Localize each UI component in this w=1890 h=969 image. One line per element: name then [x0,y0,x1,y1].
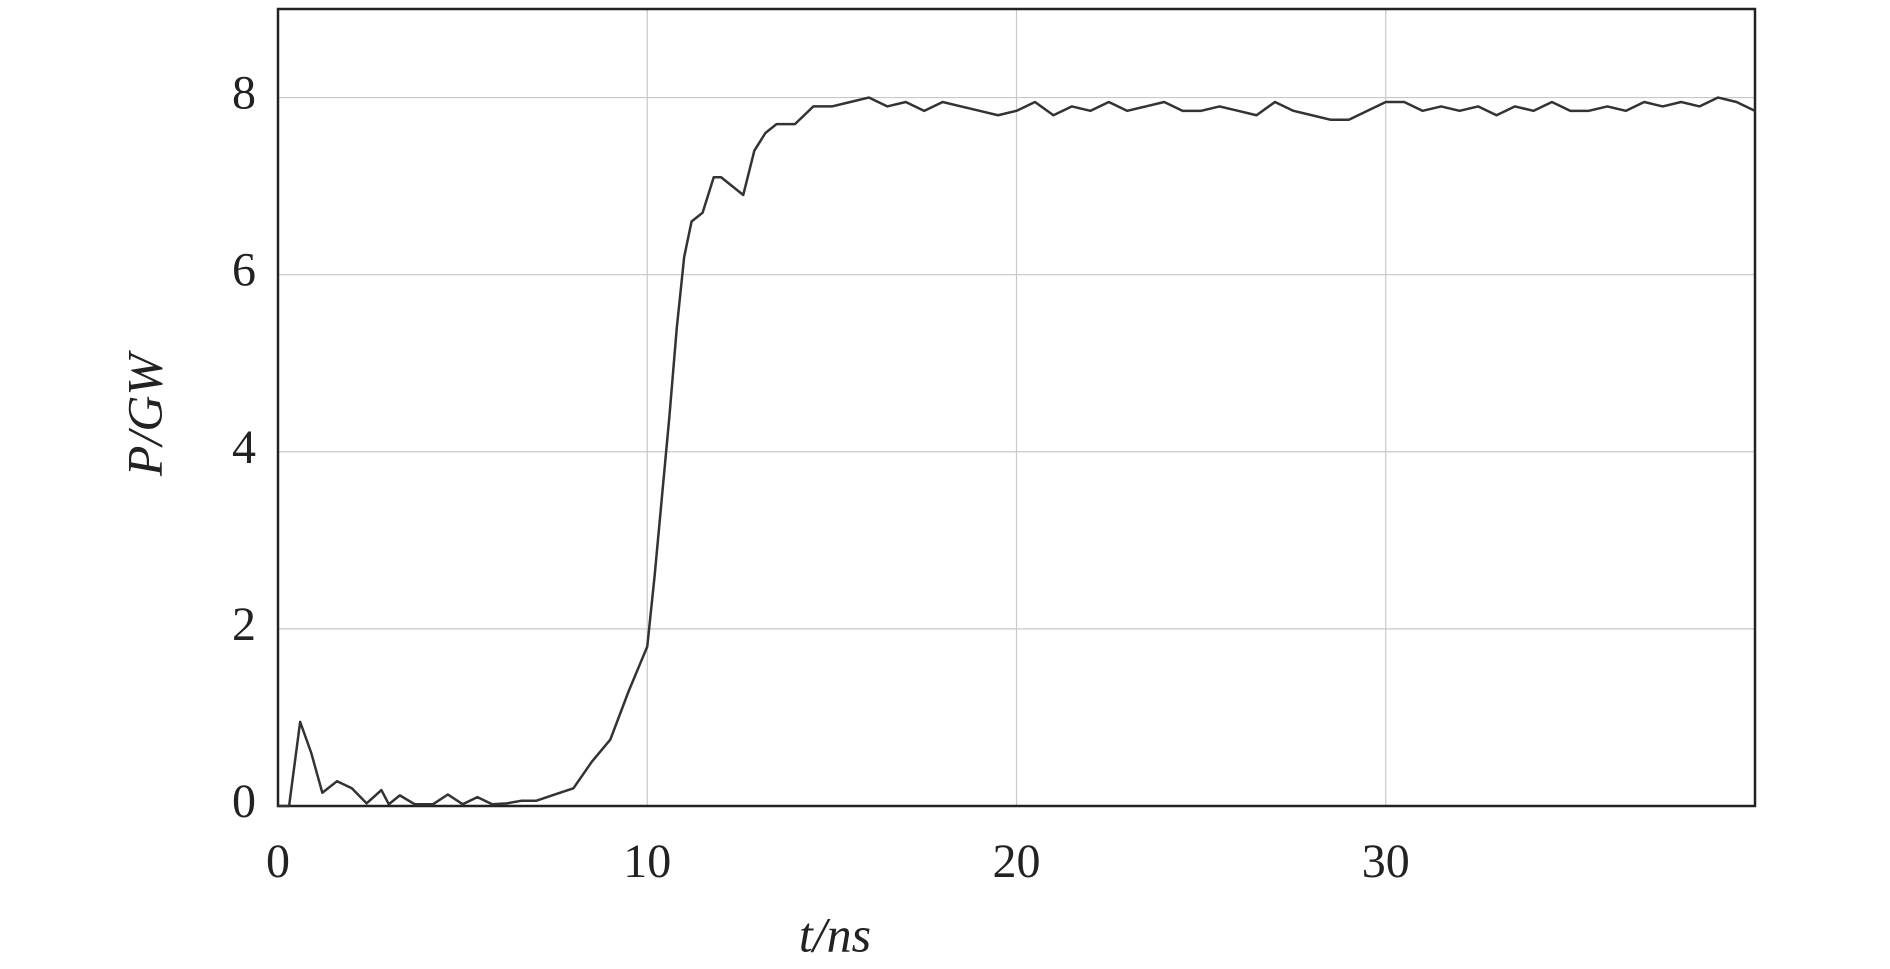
data-line [278,96,1756,808]
y-tick-label: 8 [232,67,256,120]
plot-frame [276,7,1757,808]
x-tick-label: 20 [993,835,1041,888]
y-tick-label: 4 [232,421,256,474]
x-tick-label: 10 [623,835,671,888]
y-axis-label: P/GW [116,350,172,478]
x-tick-label: 0 [266,835,290,888]
y-tick-label: 0 [232,775,256,828]
y-tick-label: 2 [232,598,256,651]
x-tick-label: 30 [1362,835,1410,888]
x-axis-label: t/ns [799,906,871,962]
y-tick-label: 6 [232,244,256,297]
